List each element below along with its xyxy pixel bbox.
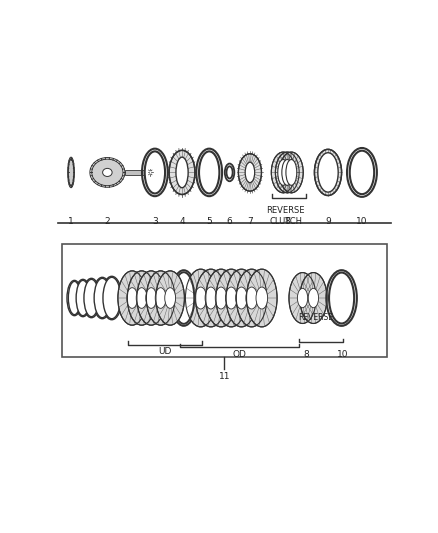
Ellipse shape [314,149,342,196]
Text: 7: 7 [247,216,253,225]
Ellipse shape [169,150,195,195]
Ellipse shape [94,278,110,318]
Ellipse shape [185,269,216,327]
Ellipse shape [127,271,156,325]
Ellipse shape [165,288,176,308]
Text: 1: 1 [68,216,74,225]
Ellipse shape [147,168,153,176]
Ellipse shape [226,166,233,179]
Ellipse shape [318,153,338,192]
Ellipse shape [297,288,308,308]
FancyArrow shape [125,169,150,175]
Ellipse shape [156,271,184,325]
Ellipse shape [279,152,303,193]
Ellipse shape [206,269,237,327]
Text: 10: 10 [337,350,348,359]
Ellipse shape [329,272,354,324]
Ellipse shape [155,288,166,308]
Text: 8: 8 [284,216,290,225]
Text: OD: OD [233,350,247,359]
Text: 11: 11 [219,372,230,381]
Ellipse shape [137,271,166,325]
Ellipse shape [238,154,261,191]
Ellipse shape [199,151,219,193]
Ellipse shape [205,287,217,309]
Text: 5: 5 [206,216,212,225]
Ellipse shape [195,287,207,309]
Ellipse shape [245,162,254,183]
Ellipse shape [216,269,247,327]
Ellipse shape [276,152,299,193]
Ellipse shape [271,152,295,193]
Ellipse shape [92,159,123,185]
Ellipse shape [76,280,90,316]
Text: REVERSE
CLUTCH: REVERSE CLUTCH [266,206,305,227]
Bar [62,244,387,358]
Text: 8: 8 [304,350,310,359]
Ellipse shape [278,159,289,185]
Ellipse shape [246,287,258,309]
Ellipse shape [84,279,99,317]
Text: 10: 10 [356,216,368,225]
Text: 9: 9 [325,216,331,225]
Text: 3: 3 [152,216,158,225]
Ellipse shape [247,269,277,327]
Ellipse shape [196,269,226,327]
Ellipse shape [236,287,247,309]
Ellipse shape [350,151,374,194]
Ellipse shape [226,287,237,309]
Ellipse shape [103,277,120,319]
Ellipse shape [173,272,194,324]
Text: UD: UD [159,347,172,356]
Text: 2: 2 [105,216,110,225]
Ellipse shape [68,159,74,186]
Ellipse shape [237,269,267,327]
Ellipse shape [282,159,293,185]
Ellipse shape [102,168,112,176]
Text: 6: 6 [227,216,233,225]
Ellipse shape [127,288,138,308]
Ellipse shape [68,281,81,314]
Ellipse shape [146,271,175,325]
Ellipse shape [256,287,268,309]
Text: REVERSE: REVERSE [299,313,334,322]
Text: 4: 4 [179,216,185,225]
Ellipse shape [308,288,318,308]
Ellipse shape [118,271,146,325]
Ellipse shape [136,288,147,308]
Ellipse shape [289,272,316,324]
Ellipse shape [146,288,156,308]
Ellipse shape [145,151,165,193]
Ellipse shape [286,159,297,185]
Ellipse shape [215,287,227,309]
Ellipse shape [226,269,257,327]
Ellipse shape [300,272,327,324]
Ellipse shape [176,157,188,188]
